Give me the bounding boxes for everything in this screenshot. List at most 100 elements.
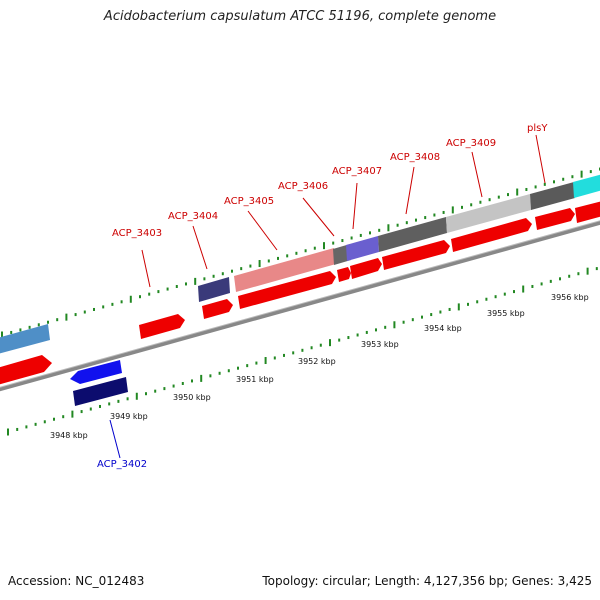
outer-tick: [157, 290, 160, 294]
inner-tick: [255, 361, 258, 365]
outer-tick: [249, 264, 252, 268]
scale-label: 3955 kbp: [487, 309, 525, 318]
label-leader-line: [352, 182, 358, 230]
outer-tick: [267, 259, 270, 263]
inner-tick: [568, 274, 571, 278]
inner-tick: [71, 410, 74, 418]
feature-acp3409-cog: [446, 194, 531, 233]
inner-tick: [467, 302, 469, 306]
label-leader-line: [535, 134, 546, 184]
outer-tick: [562, 177, 565, 181]
outer-tick: [479, 200, 482, 204]
outer-tick: [203, 277, 206, 281]
outer-tick: [323, 242, 325, 250]
outer-tick: [139, 295, 141, 299]
inner-tick: [421, 315, 423, 319]
inner-tick: [25, 425, 28, 429]
inner-tick: [264, 357, 267, 365]
inner-tick: [283, 353, 285, 357]
outer-tick: [451, 206, 454, 214]
outer-tick: [37, 323, 40, 327]
outer-tick: [433, 213, 436, 217]
label-leader-line: [247, 210, 278, 251]
label-leader-line: [141, 249, 151, 288]
scale-label: 3950 kbp: [173, 393, 211, 402]
label-leader-line: [302, 197, 335, 237]
inner-tick: [227, 369, 230, 373]
outer-tick: [571, 175, 574, 179]
cds-acp3402-cog: [73, 377, 128, 406]
outer-tick: [47, 320, 49, 324]
outer-tick: [461, 205, 463, 209]
inner-tick: [365, 330, 368, 334]
outer-tick: [332, 241, 335, 245]
inner-tick: [62, 415, 65, 419]
outer-tick: [415, 218, 417, 222]
outer-tick: [65, 313, 68, 321]
outer-tick: [525, 187, 528, 191]
cds-right-forward: [575, 201, 600, 223]
inner-tick: [356, 333, 359, 337]
inner-tick: [7, 428, 9, 436]
outer-tick: [221, 272, 224, 276]
feature-acp3408-cog: [378, 217, 447, 252]
outer-tick: [497, 195, 500, 199]
outer-tick: [295, 251, 298, 255]
outer-tick: [580, 170, 583, 178]
inner-tick: [513, 290, 515, 294]
outer-tick: [304, 249, 307, 253]
inner-tick: [384, 325, 387, 329]
outer-tick: [194, 277, 197, 285]
genome-summary: Topology: circular; Length: 4,127,356 bp…: [262, 574, 592, 588]
backbone: [0, 220, 600, 392]
feature-acp3405-cog: [234, 248, 336, 292]
cds-acp3407: [350, 258, 382, 279]
inner-tick: [559, 277, 561, 281]
gene-label-acp-3407: ACP_3407: [332, 166, 382, 177]
cds-acp3404: [202, 299, 233, 319]
inner-tick: [402, 320, 405, 324]
inner-tick: [522, 285, 525, 293]
outer-tick: [341, 239, 344, 243]
cds-acp3408: [382, 240, 450, 270]
cds-acp3402-arrow: [70, 360, 122, 384]
inner-tick: [108, 402, 111, 406]
feature-right-cyan: [573, 174, 600, 198]
outer-tick: [387, 224, 390, 232]
backbone-highlight: [0, 220, 600, 388]
outer-tick: [56, 318, 59, 322]
backbone-line: [0, 220, 600, 392]
inner-tick: [485, 297, 488, 301]
outer-tick: [543, 182, 546, 186]
scale-label: 3951 kbp: [236, 375, 274, 384]
outer-tick: [369, 231, 371, 235]
gene-label-acp-3404: ACP_3404: [168, 211, 218, 222]
outer-tick: [175, 284, 178, 288]
inner-tick: [448, 307, 451, 311]
outer-tick: [350, 236, 353, 240]
outer-tick: [19, 328, 22, 332]
outer-tick: [258, 260, 261, 268]
label-leader-line: [109, 419, 121, 459]
outer-tick: [589, 170, 592, 174]
inner-tick: [503, 292, 506, 296]
scale-label: 3949 kbp: [110, 412, 148, 421]
inner-tick: [292, 351, 295, 355]
cds-acp3406: [337, 267, 351, 282]
inner-tick: [347, 336, 350, 340]
inner-tick: [273, 356, 276, 360]
label-leader-line: [192, 225, 208, 270]
outer-tick: [1, 331, 3, 339]
accession-text: Accession: NC_012483: [8, 574, 145, 588]
label-leader-line: [471, 151, 483, 198]
outer-tick: [286, 254, 289, 258]
inner-tick: [126, 397, 129, 401]
tick-rings: [1, 167, 600, 436]
gene-label-acp-3408: ACP_3408: [390, 152, 440, 163]
outer-tick: [396, 223, 399, 227]
outer-tick: [359, 233, 362, 237]
inner-tick: [375, 328, 377, 332]
outer-tick: [470, 203, 473, 207]
inner-tick: [540, 282, 543, 286]
